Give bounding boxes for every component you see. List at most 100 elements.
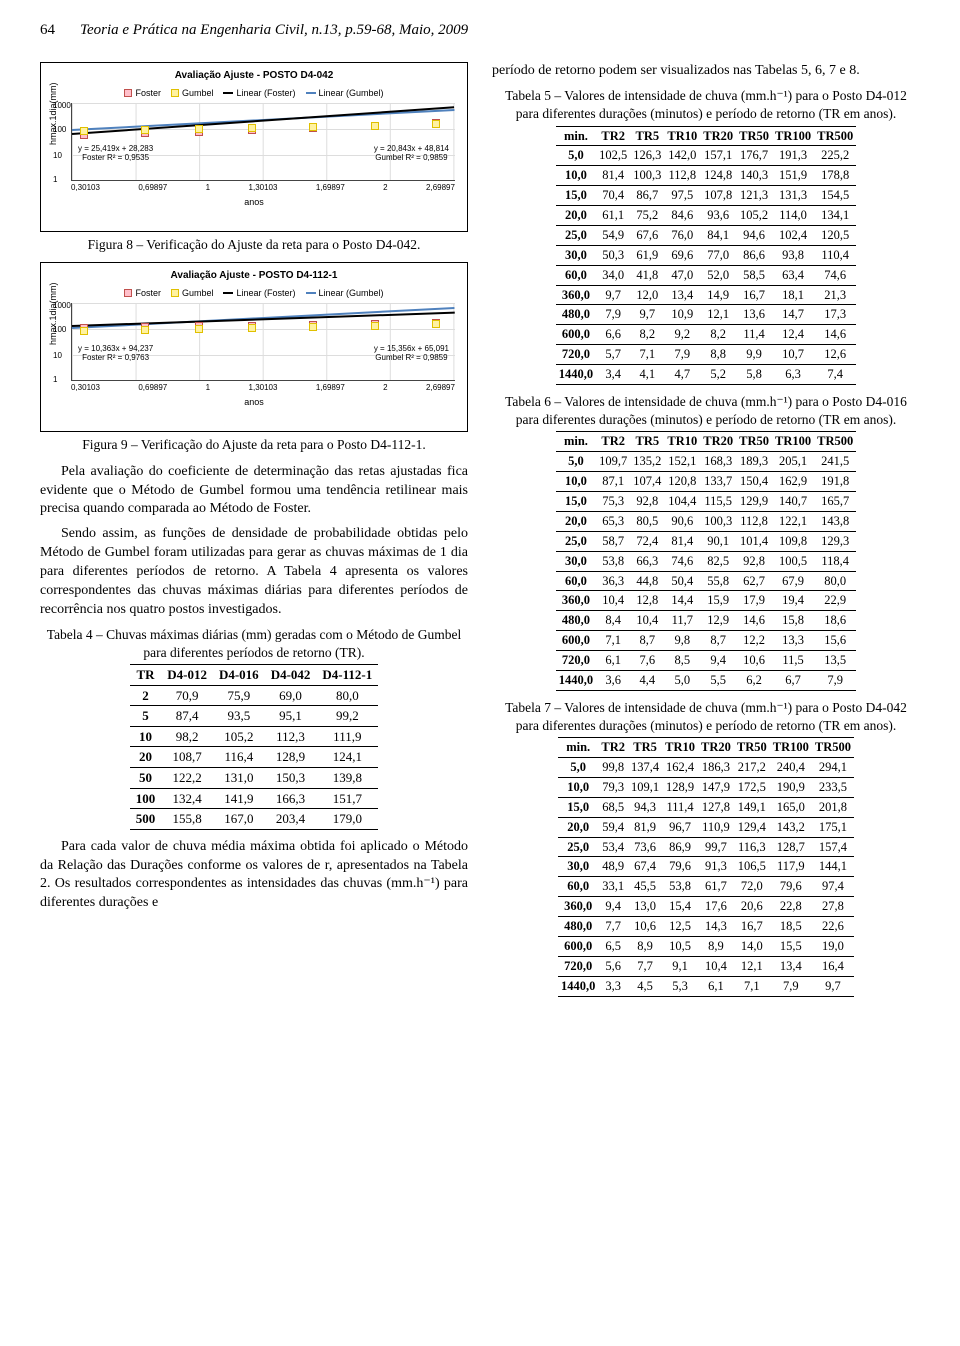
- table-cell: 104,4: [664, 492, 700, 512]
- table-cell: 109,8: [772, 531, 814, 551]
- table-cell: 30,0: [558, 857, 598, 877]
- table-cell: 205,1: [772, 452, 814, 472]
- table-cell: 20: [130, 747, 162, 768]
- table-cell: 105,2: [213, 726, 265, 747]
- table-cell: 203,4: [265, 809, 317, 830]
- table-cell: 20,0: [556, 511, 596, 531]
- table-cell: 98,2: [161, 726, 213, 747]
- table-header-cell: TR100: [770, 738, 812, 758]
- table-cell: 112,8: [664, 166, 700, 186]
- table-cell: 9,9: [736, 345, 772, 365]
- table-cell: 12,9: [700, 611, 736, 631]
- table-cell: 58,7: [596, 531, 630, 551]
- table-cell: 12,6: [814, 345, 856, 365]
- table-header-cell: D4-112-1: [316, 665, 378, 686]
- table-cell: 74,6: [814, 265, 856, 285]
- table-cell: 15,0: [556, 492, 596, 512]
- table-cell: 81,4: [596, 166, 630, 186]
- chart-d4-042: Avaliação Ajuste - POSTO D4-042 Foster G…: [40, 62, 468, 232]
- table-cell: 149,1: [734, 797, 770, 817]
- table-cell: 14,9: [700, 285, 736, 305]
- table-cell: 12,2: [736, 631, 772, 651]
- table-cell: 12,8: [630, 591, 664, 611]
- table-cell: 30,0: [556, 245, 596, 265]
- table-cell: 67,4: [628, 857, 662, 877]
- table-cell: 155,8: [161, 809, 213, 830]
- table-cell: 157,1: [700, 146, 736, 166]
- table-cell: 5,8: [736, 365, 772, 385]
- table-cell: 53,8: [596, 551, 630, 571]
- table-cell: 100,5: [772, 551, 814, 571]
- table-header-cell: TR100: [772, 432, 814, 452]
- table-cell: 93,8: [772, 245, 814, 265]
- table-cell: 135,2: [630, 452, 664, 472]
- table-cell: 100: [130, 788, 162, 809]
- table-cell: 1440,0: [558, 976, 598, 996]
- table-cell: 10,0: [556, 166, 596, 186]
- table-cell: 94,6: [736, 225, 772, 245]
- table-header-cell: TR: [130, 665, 162, 686]
- table-header-cell: TR10: [664, 432, 700, 452]
- table-cell: 294,1: [812, 758, 854, 778]
- table-cell: 114,0: [772, 206, 814, 226]
- table-cell: 1440,0: [556, 670, 596, 690]
- table-cell: 75,3: [596, 492, 630, 512]
- table-header-cell: TR50: [736, 126, 772, 146]
- table-cell: 8,5: [664, 651, 700, 671]
- table-cell: 95,1: [265, 706, 317, 727]
- table-cell: 127,8: [698, 797, 734, 817]
- table-cell: 165,0: [770, 797, 812, 817]
- table-cell: 18,6: [814, 611, 856, 631]
- table-cell: 5,3: [662, 976, 698, 996]
- table-cell: 13,0: [628, 897, 662, 917]
- table-cell: 81,4: [664, 531, 700, 551]
- table-cell: 14,6: [736, 611, 772, 631]
- table-cell: 110,4: [814, 245, 856, 265]
- chart-legend: Foster Gumbel Linear (Foster) Linear (Gu…: [49, 87, 459, 99]
- table-cell: 79,6: [770, 877, 812, 897]
- table-cell: 25,0: [558, 837, 598, 857]
- table-cell: 142,0: [664, 146, 700, 166]
- chart-xticks: 0,30103 0,69897 1 1,30103 1,69897 2 2,69…: [71, 183, 455, 194]
- table-cell: 61,7: [698, 877, 734, 897]
- table-cell: 500: [130, 809, 162, 830]
- table-cell: 191,3: [772, 146, 814, 166]
- table-cell: 75,9: [213, 685, 265, 706]
- table-cell: 175,1: [812, 817, 854, 837]
- table-cell: 139,8: [316, 767, 378, 788]
- table-cell: 13,4: [770, 956, 812, 976]
- table-cell: 11,4: [736, 325, 772, 345]
- table-cell: 33,1: [598, 877, 628, 897]
- table-cell: 143,2: [770, 817, 812, 837]
- table-cell: 360,0: [556, 285, 596, 305]
- table-cell: 63,4: [772, 265, 814, 285]
- table-cell: 5: [130, 706, 162, 727]
- table-cell: 16,4: [812, 956, 854, 976]
- table-cell: 17,9: [736, 591, 772, 611]
- chart-d4-112-1: Avaliação Ajuste - POSTO D4-112-1 Foster…: [40, 262, 468, 432]
- table-cell: 162,9: [772, 472, 814, 492]
- table-cell: 19,0: [812, 936, 854, 956]
- table-cell: 87,4: [161, 706, 213, 727]
- table-cell: 66,3: [630, 551, 664, 571]
- table-cell: 73,6: [628, 837, 662, 857]
- table-cell: 13,5: [814, 651, 856, 671]
- table-cell: 8,9: [698, 936, 734, 956]
- table-cell: 4,5: [628, 976, 662, 996]
- table-cell: 81,9: [628, 817, 662, 837]
- table-cell: 84,6: [664, 206, 700, 226]
- paragraph-1: Pela avaliação do coeficiente de determi…: [40, 463, 468, 520]
- table-cell: 109,7: [596, 452, 630, 472]
- table-header-cell: TR500: [814, 126, 856, 146]
- table-cell: 600,0: [556, 631, 596, 651]
- table-cell: 76,0: [664, 225, 700, 245]
- table-cell: 217,2: [734, 758, 770, 778]
- table-cell: 52,0: [700, 265, 736, 285]
- table-cell: 117,9: [770, 857, 812, 877]
- table-cell: 241,5: [814, 452, 856, 472]
- table-header-cell: min.: [558, 738, 598, 758]
- chart-legend: Foster Gumbel Linear (Foster) Linear (Gu…: [49, 287, 459, 299]
- table-cell: 16,7: [734, 917, 770, 937]
- table-cell: 20,0: [556, 206, 596, 226]
- table-cell: 106,5: [734, 857, 770, 877]
